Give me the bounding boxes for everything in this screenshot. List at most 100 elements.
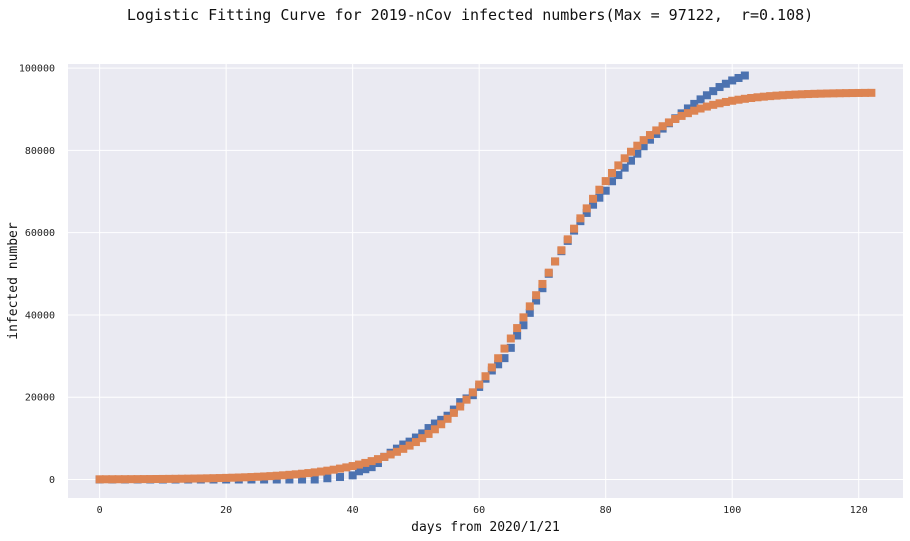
fit-point (810, 89, 819, 98)
fit-point (601, 177, 610, 186)
fit-point (816, 89, 825, 98)
actual-point (513, 331, 522, 340)
fit-point (525, 302, 534, 311)
actual-point (626, 156, 635, 165)
fit-point (861, 88, 870, 97)
fit-point (114, 475, 123, 484)
actual-point (696, 95, 705, 104)
fit-point (196, 474, 205, 483)
fit-point (215, 474, 224, 483)
fit-point (253, 472, 262, 481)
fit-point (133, 475, 142, 484)
fit-point (582, 204, 591, 213)
fit-point (715, 99, 724, 108)
fit-point (291, 470, 300, 479)
chart-title: Logistic Fitting Curve for 2019-nCov inf… (126, 6, 814, 24)
fit-point (551, 257, 560, 266)
fit-point (367, 457, 376, 466)
fit-point (829, 89, 838, 98)
fit-point (854, 88, 863, 97)
fit-point (785, 90, 794, 99)
fit-point (203, 474, 212, 483)
fit-point (317, 467, 326, 476)
actual-point (310, 475, 319, 484)
fit-point (772, 91, 781, 100)
fit-point (120, 475, 129, 484)
fit-point (323, 466, 332, 475)
fit-point (456, 402, 465, 411)
fit-point (336, 464, 345, 473)
grid-lines (68, 64, 903, 498)
actual-point (418, 429, 427, 438)
fit-point (538, 279, 547, 288)
fit-point (190, 474, 199, 483)
fit-point (842, 89, 851, 98)
y-tick-label: 0 (49, 475, 55, 486)
x-tick-label: 20 (220, 505, 232, 516)
x-axis-label: days from 2020/1/21 (411, 520, 560, 535)
fit-point (753, 93, 762, 102)
actual-point (399, 440, 408, 449)
actual-point (506, 343, 515, 352)
fit-point (595, 185, 604, 194)
fit-point (424, 429, 433, 438)
fit-point (696, 104, 705, 113)
x-tick-label: 120 (850, 505, 868, 516)
fit-point (500, 344, 509, 353)
actual-point (734, 73, 743, 82)
fit-point (127, 475, 136, 484)
actual-point (367, 463, 376, 472)
fit-point (740, 94, 749, 103)
fit-point (101, 475, 110, 484)
fit-point (645, 131, 654, 140)
fit-point (823, 89, 832, 98)
actual-point (411, 433, 420, 442)
fit-point (386, 450, 395, 459)
fit-point (690, 106, 699, 115)
x-tick-label: 0 (97, 505, 103, 516)
fit-point (608, 168, 617, 177)
fit-point (449, 408, 458, 417)
actual-point (709, 87, 718, 96)
fit-point (430, 425, 439, 434)
actual-point (538, 284, 547, 293)
x-tick-label: 100 (723, 505, 741, 516)
fit-point (766, 92, 775, 101)
fit-point (658, 122, 667, 131)
fit-point (626, 147, 635, 156)
fit-point (709, 100, 718, 109)
fit-point (443, 414, 452, 423)
fit-point (310, 468, 319, 477)
actual-point (690, 99, 699, 108)
fit-point (462, 395, 471, 404)
actual-point (437, 415, 446, 424)
fit-point (557, 246, 566, 255)
x-tick-labels: 0 20 40 60 80 100 120 (97, 505, 868, 516)
actual-point (645, 135, 654, 144)
fit-point (171, 474, 180, 483)
actual-point (323, 474, 332, 483)
fit-point (778, 91, 787, 100)
actual-point (601, 186, 610, 195)
y-tick-label: 60000 (25, 228, 55, 239)
fit-point (380, 452, 389, 461)
actual-point (519, 321, 528, 330)
fit-point (734, 95, 743, 104)
fit-point (532, 291, 541, 300)
actual-point (620, 163, 629, 172)
actual-point (361, 465, 370, 474)
fit-point (519, 313, 528, 322)
fit-point (835, 89, 844, 98)
fit-point (633, 141, 642, 150)
fit-point (272, 471, 281, 480)
fit-point (158, 474, 167, 483)
fit-point (544, 268, 553, 277)
y-tick-label: 20000 (25, 393, 55, 404)
fit-point (475, 380, 484, 389)
actual-point (456, 398, 465, 407)
fit-point (165, 474, 174, 483)
fit-point (361, 458, 370, 467)
fit-point (146, 475, 155, 484)
fit-point (304, 469, 313, 478)
